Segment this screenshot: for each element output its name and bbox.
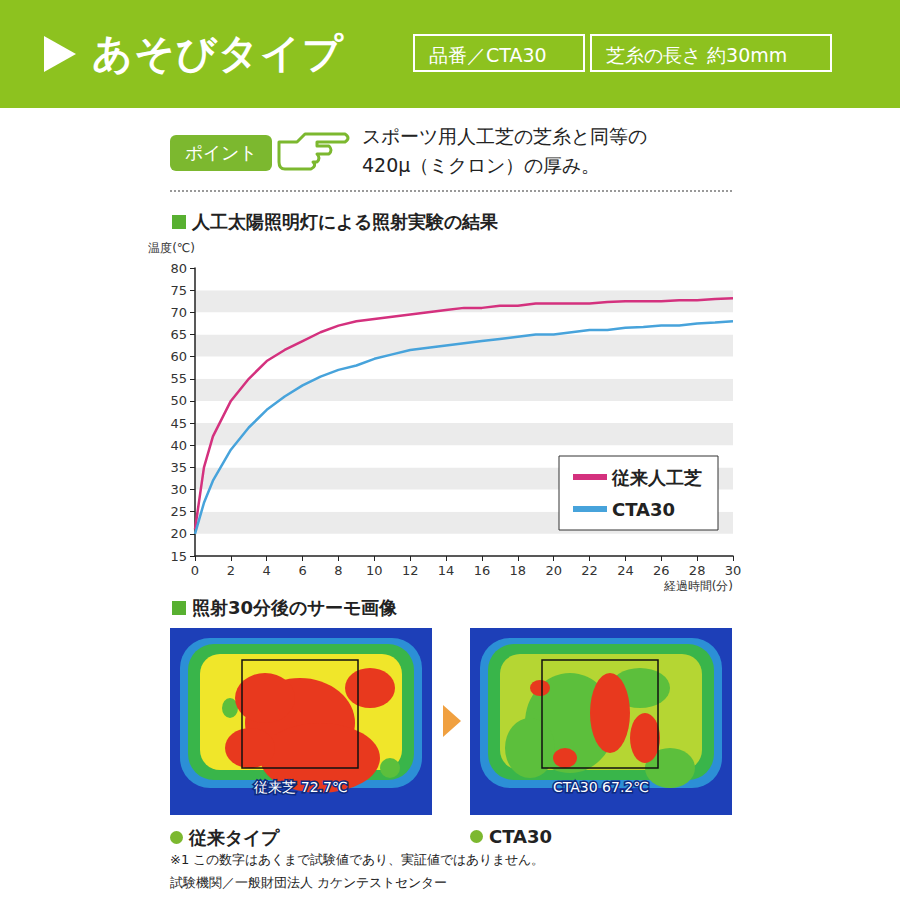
html-text:試験機関／一般財団法人 カケンテストセンター: 試験機関／一般財団法人 カケンテストセンター [170,875,448,890]
svg-text:経過時間(分): 経過時間(分) [663,579,733,593]
svg-text:55: 55 [170,371,187,386]
svg-text:65: 65 [170,327,187,342]
svg-text:20: 20 [170,526,187,541]
svg-text:80: 80 [170,261,187,276]
svg-text:15: 15 [170,549,187,564]
svg-text:10: 10 [366,563,383,578]
svg-text:28: 28 [689,563,706,578]
html-text:スポーツ用人工芝の芝糸と同等の 420μ（ミクロン）の厚み。: スポーツ用人工芝の芝糸と同等の 420μ（ミクロン）の厚み。 [362,125,647,176]
svg-text:30: 30 [170,482,187,497]
html-text:ポイント: ポイント [185,142,257,163]
svg-text:CTA30 67.2℃: CTA30 67.2℃ [553,779,649,795]
html-text:※1 この数字はあくまで試験値であり、実証値ではありません。: ※1 この数字はあくまで試験値であり、実証値ではありません。 [170,852,545,867]
svg-text:24: 24 [617,563,634,578]
svg-text:14: 14 [438,563,455,578]
svg-text:従来芝 72.7℃: 従来芝 72.7℃ [254,779,347,795]
svg-text:60: 60 [170,349,187,364]
svg-text:従来人工芝: 従来人工芝 [611,467,702,488]
svg-text:CTA30: CTA30 [612,499,675,520]
svg-text:25: 25 [170,504,187,519]
svg-text:20: 20 [545,563,562,578]
svg-text:2: 2 [227,563,235,578]
html-text:照射30分後のサーモ画像: 照射30分後のサーモ画像 [192,597,398,618]
svg-text:26: 26 [653,563,670,578]
svg-text:12: 12 [402,563,419,578]
svg-text:40: 40 [170,438,187,453]
html-text:あそびタイプ: あそびタイプ [92,30,344,76]
html-text:品番／CTA30: 品番／CTA30 [429,44,547,66]
svg-text:22: 22 [581,563,598,578]
svg-text:16: 16 [474,563,491,578]
html-text:芝糸の長さ 約30mm: 芝糸の長さ 約30mm [606,44,788,66]
svg-text:75: 75 [170,283,187,298]
html-text:従来タイプ: 従来タイプ [189,827,279,848]
html-text:CTA30: CTA30 [489,826,553,847]
svg-text:45: 45 [170,416,187,431]
svg-text:温度(℃): 温度(℃) [148,241,195,255]
svg-text:30: 30 [725,563,742,578]
svg-text:6: 6 [298,563,306,578]
html-text:人工太陽照明灯による照射実験の結果: 人工太陽照明灯による照射実験の結果 [192,211,498,232]
svg-text:4: 4 [263,563,271,578]
svg-text:70: 70 [170,305,187,320]
svg-text:0: 0 [191,563,199,578]
svg-text:8: 8 [334,563,342,578]
svg-text:18: 18 [510,563,527,578]
svg-text:50: 50 [170,393,187,408]
svg-text:35: 35 [170,460,187,475]
